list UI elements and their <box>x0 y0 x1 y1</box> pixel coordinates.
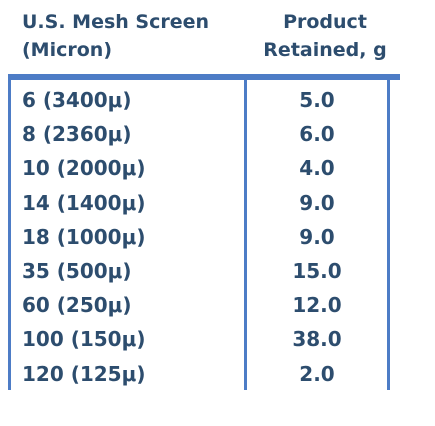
retained-value-cell: 15.0 <box>292 258 342 283</box>
table-rows: 6 (3400μ) 5.0 8 (2360μ) 6.0 10 (2000μ) 4… <box>8 83 400 391</box>
mesh-size-cell: 35 (500μ) <box>22 258 132 283</box>
table-row: 60 (250μ) 12.0 <box>8 288 400 322</box>
table-row: 14 (1400μ) 9.0 <box>8 186 400 220</box>
retained-value-cell: 6.0 <box>299 122 335 147</box>
header-product-retained-line2: Retained, g <box>263 39 387 61</box>
table-row: 120 (125μ) 2.0 <box>8 357 400 391</box>
header-product-retained-line1: Product <box>283 11 367 33</box>
retained-value-cell: 38.0 <box>292 327 342 352</box>
retained-value-cell: 4.0 <box>299 156 335 181</box>
retained-value-cell: 12.0 <box>292 293 342 318</box>
retained-value-cell: 9.0 <box>299 224 335 249</box>
mesh-size-cell: 60 (250μ) <box>22 293 132 318</box>
header-mesh-screen-line2: (Micron) <box>22 39 112 61</box>
left-border <box>8 80 11 390</box>
table-row: 10 (2000μ) 4.0 <box>8 151 400 185</box>
mesh-size-cell: 6 (3400μ) <box>22 88 132 112</box>
table-row: 6 (3400μ) 5.0 <box>8 83 400 117</box>
sieve-table: U.S. Mesh Screen (Micron) Product Retain… <box>8 6 400 390</box>
mesh-size-cell: 8 (2360μ) <box>22 122 132 147</box>
table-row: 18 (1000μ) 9.0 <box>8 220 400 254</box>
table-row: 100 (150μ) 38.0 <box>8 322 400 356</box>
table-row: 35 (500μ) 15.0 <box>8 254 400 288</box>
mesh-size-cell: 120 (125μ) <box>22 361 146 386</box>
table-row: 8 (2360μ) 6.0 <box>8 117 400 151</box>
mesh-size-cell: 18 (1000μ) <box>22 224 146 249</box>
column-divider <box>244 80 247 390</box>
retained-value-cell: 5.0 <box>299 88 335 112</box>
header-divider <box>8 74 400 80</box>
header-mesh-screen-line1: U.S. Mesh Screen <box>22 11 210 33</box>
header-mesh-screen: U.S. Mesh Screen (Micron) <box>22 8 209 64</box>
header-product-retained: Product Retained, g <box>252 8 398 64</box>
retained-value-cell: 2.0 <box>299 361 335 386</box>
mesh-size-cell: 100 (150μ) <box>22 327 146 352</box>
retained-value-cell: 9.0 <box>299 190 335 215</box>
table-body: 6 (3400μ) 5.0 8 (2360μ) 6.0 10 (2000μ) 4… <box>8 80 400 390</box>
mesh-size-cell: 10 (2000μ) <box>22 156 146 181</box>
table-header: U.S. Mesh Screen (Micron) Product Retain… <box>8 6 400 74</box>
mesh-size-cell: 14 (1400μ) <box>22 190 146 215</box>
right-border <box>387 80 390 390</box>
